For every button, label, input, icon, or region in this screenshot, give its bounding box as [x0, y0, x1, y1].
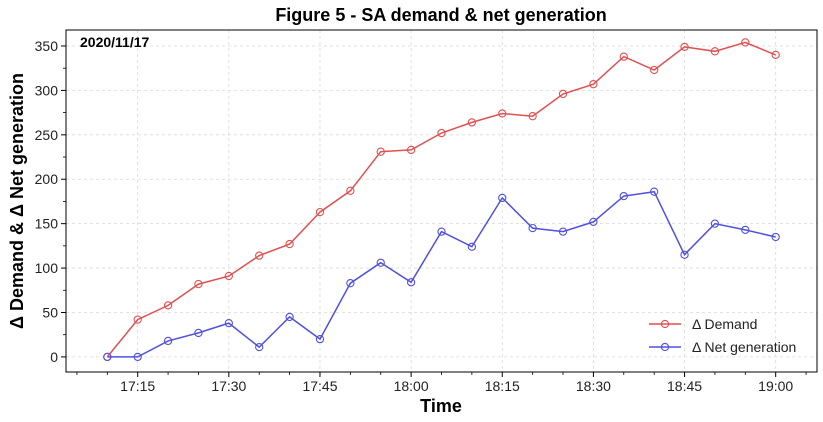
y-tick-label: 200 [35, 171, 59, 187]
y-tick-label: 250 [35, 127, 59, 143]
series-0-point [376, 147, 385, 156]
x-axis-label: Time [420, 396, 462, 416]
series-0-point [619, 52, 628, 61]
series-1-point [194, 328, 203, 338]
series-1-point [255, 342, 264, 352]
series-0-point [163, 301, 173, 310]
y-tick-label: 350 [35, 38, 59, 54]
y-tick-label: 300 [35, 82, 59, 98]
series-0-point [710, 47, 720, 56]
series-1-point [133, 352, 142, 362]
series-1-point [103, 352, 112, 362]
series-0-point [255, 251, 264, 260]
series-0-point [498, 109, 507, 118]
series-0-point [589, 80, 598, 89]
series-1-point [315, 334, 325, 344]
series-0-point [315, 207, 325, 217]
x-tick-label: 17:45 [302, 378, 337, 394]
chart-title: Figure 5 - SA demand & net generation [275, 5, 606, 25]
legend-swatch-marker [660, 342, 670, 352]
y-axis-label: Δ Demand & Δ Net generation [7, 73, 27, 329]
series-0-point [437, 128, 446, 138]
series-0-point [346, 186, 355, 195]
legend-label: Δ Net generation [692, 339, 796, 355]
series-1-point [467, 242, 477, 251]
date-annotation: 2020/11/17 [80, 34, 150, 50]
x-tick-label: 19:00 [758, 378, 793, 394]
x-tick-label: 17:30 [211, 378, 246, 394]
y-tick-label: 100 [35, 260, 59, 276]
series-1-point [285, 312, 294, 322]
x-tick-label: 18:30 [576, 378, 611, 394]
series-1-point [528, 223, 537, 233]
series-line-1 [107, 190, 776, 358]
series-1-point [346, 279, 355, 288]
series-layer [103, 38, 780, 362]
series-1-point [771, 232, 780, 242]
series-1-point [163, 336, 173, 346]
series-0-point [285, 239, 294, 249]
y-tick-label: 50 [42, 304, 58, 320]
legend: Δ Demand Δ Net generation [649, 316, 796, 355]
series-1-point [224, 318, 233, 328]
series-1-point [498, 193, 507, 203]
series-0-point [741, 38, 750, 47]
y-tick-label: 150 [35, 216, 59, 232]
series-0-point [133, 315, 142, 324]
series-0-point [406, 145, 416, 155]
x-tick-label: 17:15 [120, 378, 155, 394]
series-1-point [406, 278, 416, 287]
series-1-point [619, 191, 628, 201]
series-0-point [680, 42, 689, 52]
series-1-point [680, 250, 689, 259]
series-1-point [437, 227, 446, 236]
series-1-point [710, 219, 720, 228]
series-1-point [376, 258, 385, 267]
series-line-0 [106, 41, 776, 358]
x-tick-label: 18:00 [394, 378, 429, 394]
series-1-point [558, 227, 568, 236]
series-0-point [558, 89, 568, 99]
series-0-point [194, 279, 203, 289]
series-1-point [741, 225, 750, 235]
series-1-point [650, 187, 659, 196]
x-tick-label: 18:45 [667, 378, 702, 394]
axis-layer: 0 50 100 150 200 250 300 350 17:15 17:30 17:45 18:0… [35, 38, 807, 394]
series-1-point [589, 217, 598, 227]
series-0-point [467, 118, 477, 127]
series-0-point [771, 50, 780, 60]
grid-layer [66, 30, 817, 372]
series-0-point [528, 112, 537, 121]
series-0-point [224, 271, 233, 281]
x-tick-label: 18:15 [485, 378, 520, 394]
series-0-point [650, 65, 659, 75]
legend-swatch-marker [660, 319, 670, 329]
y-tick-label: 0 [50, 349, 58, 365]
legend-label: Δ Demand [692, 316, 757, 332]
